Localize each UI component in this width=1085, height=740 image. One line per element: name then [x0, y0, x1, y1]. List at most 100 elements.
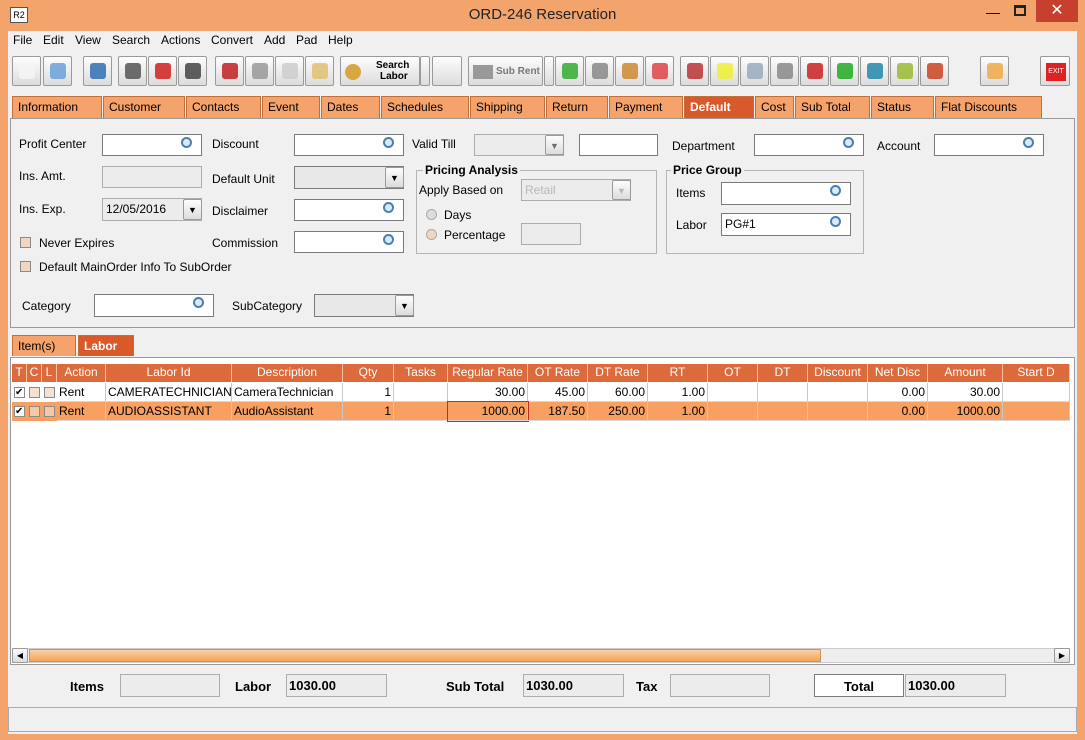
toolbar-button[interactable] [555, 56, 584, 86]
row-checkbox[interactable] [29, 387, 40, 398]
toolbar-button[interactable] [770, 56, 799, 86]
row-checkbox[interactable] [29, 406, 40, 417]
tab[interactable]: Dates [321, 96, 380, 118]
row-checkbox[interactable]: ✔ [14, 387, 25, 398]
dropdown-button[interactable]: ▼ [183, 199, 202, 220]
menu-item[interactable]: Convert [211, 33, 254, 47]
menu-item[interactable]: Edit [43, 33, 64, 47]
toolbar-button[interactable] [680, 56, 709, 86]
menu-item[interactable]: Actions [161, 33, 201, 47]
input-field[interactable]: PG#1 [721, 213, 851, 236]
close-button[interactable]: ✕ [1036, 0, 1078, 22]
toolbar-button[interactable] [980, 56, 1009, 86]
toolbar-button[interactable] [432, 56, 462, 86]
input-field[interactable]: ▼ Retail [521, 179, 631, 201]
input-field[interactable] [294, 134, 404, 156]
tab[interactable]: Shipping [470, 96, 545, 118]
input-field[interactable] [934, 134, 1044, 156]
tab[interactable]: Cost [755, 96, 794, 118]
input-field[interactable] [294, 231, 404, 253]
menu-item[interactable]: Help [328, 33, 353, 47]
toolbar-button[interactable] [148, 56, 177, 86]
radio[interactable] [426, 229, 437, 240]
dropdown-arrow[interactable] [420, 56, 430, 86]
input-field[interactable] [294, 199, 404, 221]
input-field[interactable] [754, 134, 864, 156]
tab[interactable]: Information [12, 96, 102, 118]
tab[interactable]: Schedules [381, 96, 469, 118]
table-cell [708, 383, 758, 402]
toolbar-button[interactable] [860, 56, 889, 86]
exit-button[interactable]: EXIT [1040, 56, 1070, 86]
dropdown-button[interactable]: ▼ [545, 135, 564, 155]
tab[interactable]: Customer [103, 96, 185, 118]
toolbar-button[interactable] [12, 56, 41, 86]
toolbar-button[interactable] [305, 56, 334, 86]
menu-item[interactable]: Pad [296, 33, 318, 47]
toolbar-button[interactable] [830, 56, 859, 86]
row-checkbox[interactable]: ✔ [14, 406, 25, 417]
tab[interactable]: Return [546, 96, 608, 118]
menu-item[interactable]: Add [264, 33, 286, 47]
table-row[interactable] [12, 383, 1070, 402]
sub-rent-button[interactable] [468, 56, 543, 86]
scroll-left[interactable]: ◀ [12, 648, 28, 663]
toolbar-button[interactable] [275, 56, 304, 86]
row-checkbox[interactable] [44, 387, 55, 398]
toolbar-button[interactable] [43, 56, 72, 86]
toolbar-button[interactable] [118, 56, 147, 86]
toolbar-button[interactable] [645, 56, 674, 86]
minimize-button[interactable]: — [986, 4, 1000, 20]
toolbar-button[interactable] [83, 56, 112, 86]
total-label: Sub Total [446, 679, 505, 694]
dropdown-button[interactable]: ▼ [385, 167, 404, 188]
tab[interactable]: Event [262, 96, 320, 118]
input-field[interactable]: ▼ [314, 294, 414, 317]
menu-item[interactable]: Search [112, 33, 151, 47]
tab[interactable]: Payment [609, 96, 683, 118]
dropdown-button[interactable]: ▼ [612, 180, 631, 200]
tab[interactable]: Default [684, 96, 754, 118]
subtab[interactable]: Item(s) [12, 335, 76, 356]
input-field[interactable]: ▼ 12/05/2016 [102, 198, 202, 221]
subtab[interactable]: Labor [78, 335, 134, 356]
checkbox[interactable] [20, 237, 31, 248]
checkbox[interactable] [20, 261, 31, 272]
toolbar-button[interactable] [215, 56, 244, 86]
toolbar-button[interactable] [800, 56, 829, 86]
maximize-button[interactable] [1014, 5, 1026, 16]
scroll-right[interactable]: ▶ [1054, 648, 1070, 663]
table-row[interactable] [12, 402, 1070, 421]
input-field[interactable] [521, 223, 581, 245]
menu-item[interactable]: View [75, 33, 101, 47]
menu-item[interactable]: File [13, 33, 33, 47]
toolbar-button[interactable] [920, 56, 949, 86]
toolbar-button[interactable] [178, 56, 207, 86]
column-header: Discount [808, 364, 868, 382]
dropdown-arrow[interactable] [544, 56, 554, 86]
input-field[interactable] [579, 134, 658, 156]
scroll-thumb[interactable] [29, 649, 821, 662]
radio[interactable] [426, 209, 437, 220]
tab[interactable]: Contacts [186, 96, 261, 118]
table-cell: 1 [343, 383, 394, 402]
search-labor-button[interactable] [340, 56, 420, 86]
toolbar-icon [125, 63, 141, 79]
toolbar-button[interactable] [615, 56, 644, 86]
input-field[interactable] [721, 182, 851, 205]
input-field[interactable]: ▼ [474, 134, 564, 156]
toolbar-button[interactable] [890, 56, 919, 86]
toolbar-button[interactable] [710, 56, 739, 86]
toolbar-button[interactable] [245, 56, 274, 86]
input-field[interactable]: ▼ [294, 166, 404, 189]
tab[interactable]: Sub Total [795, 96, 870, 118]
input-field[interactable] [94, 294, 214, 317]
dropdown-button[interactable]: ▼ [395, 295, 414, 316]
input-field[interactable] [102, 166, 202, 188]
toolbar-button[interactable] [740, 56, 769, 86]
input-field[interactable] [102, 134, 202, 156]
row-checkbox[interactable] [44, 406, 55, 417]
tab[interactable]: Status [871, 96, 934, 118]
toolbar-button[interactable] [585, 56, 614, 86]
tab[interactable]: Flat Discounts [935, 96, 1042, 118]
